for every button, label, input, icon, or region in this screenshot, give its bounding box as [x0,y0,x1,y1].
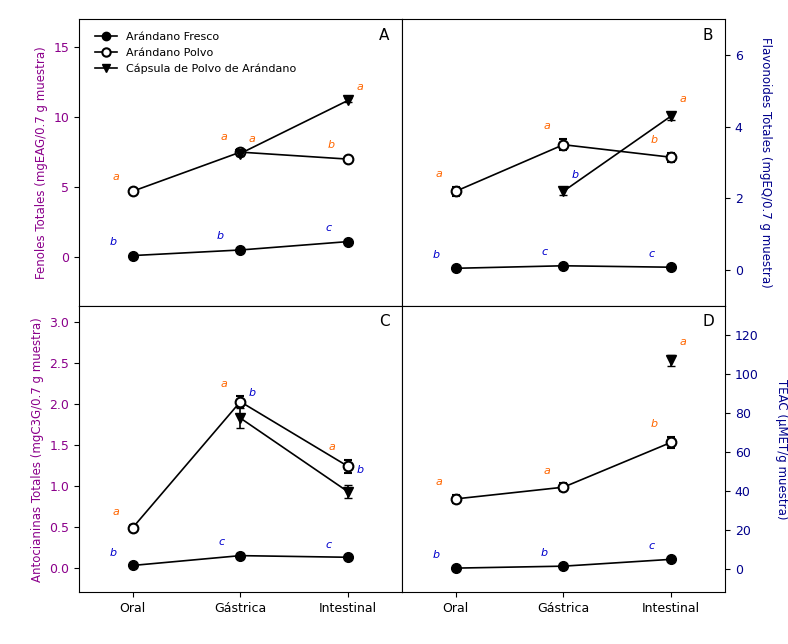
Text: b: b [433,550,440,560]
Text: b: b [249,388,256,399]
Y-axis label: Antocianinas Totales (mgC3G/0.7 g muestra): Antocianinas Totales (mgC3G/0.7 g muestr… [31,317,43,582]
Text: c: c [649,540,655,551]
Text: D: D [702,314,714,330]
Text: c: c [649,249,655,259]
Text: b: b [651,135,658,145]
Text: b: b [217,231,224,241]
Text: a: a [113,507,120,517]
Legend: Arándano Fresco, Arándano Polvo, Cápsula de Polvo de Arándano: Arándano Fresco, Arándano Polvo, Cápsula… [91,28,301,78]
Text: b: b [328,140,335,150]
Text: c: c [325,223,332,232]
Text: b: b [433,250,440,260]
Text: a: a [680,337,686,347]
Y-axis label: Fenoles Totales (mgEAG/0.7 g muestra): Fenoles Totales (mgEAG/0.7 g muestra) [35,46,47,279]
Y-axis label: Flavonoides Totales (mgEQ/0.7 g muestra): Flavonoides Totales (mgEQ/0.7 g muestra) [760,37,772,288]
Text: a: a [221,132,228,142]
Text: b: b [110,237,117,247]
Y-axis label: TEAC (μMET/g muestra): TEAC (μMET/g muestra) [775,379,788,520]
Text: b: b [651,419,658,429]
Text: c: c [541,247,547,257]
Text: c: c [325,540,332,550]
Text: b: b [540,548,547,558]
Text: a: a [249,135,256,144]
Text: a: a [436,169,443,179]
Text: b: b [357,466,364,475]
Text: a: a [221,379,228,388]
Text: b: b [572,170,579,180]
Text: a: a [357,82,363,92]
Text: B: B [702,28,713,43]
Text: a: a [680,94,686,104]
Text: a: a [329,442,335,453]
Text: a: a [544,466,551,475]
Text: a: a [113,172,120,182]
Text: a: a [436,477,443,488]
Text: A: A [379,28,389,43]
Text: b: b [110,548,117,558]
Text: c: c [218,538,224,547]
Text: a: a [544,122,551,131]
Text: C: C [379,314,390,330]
